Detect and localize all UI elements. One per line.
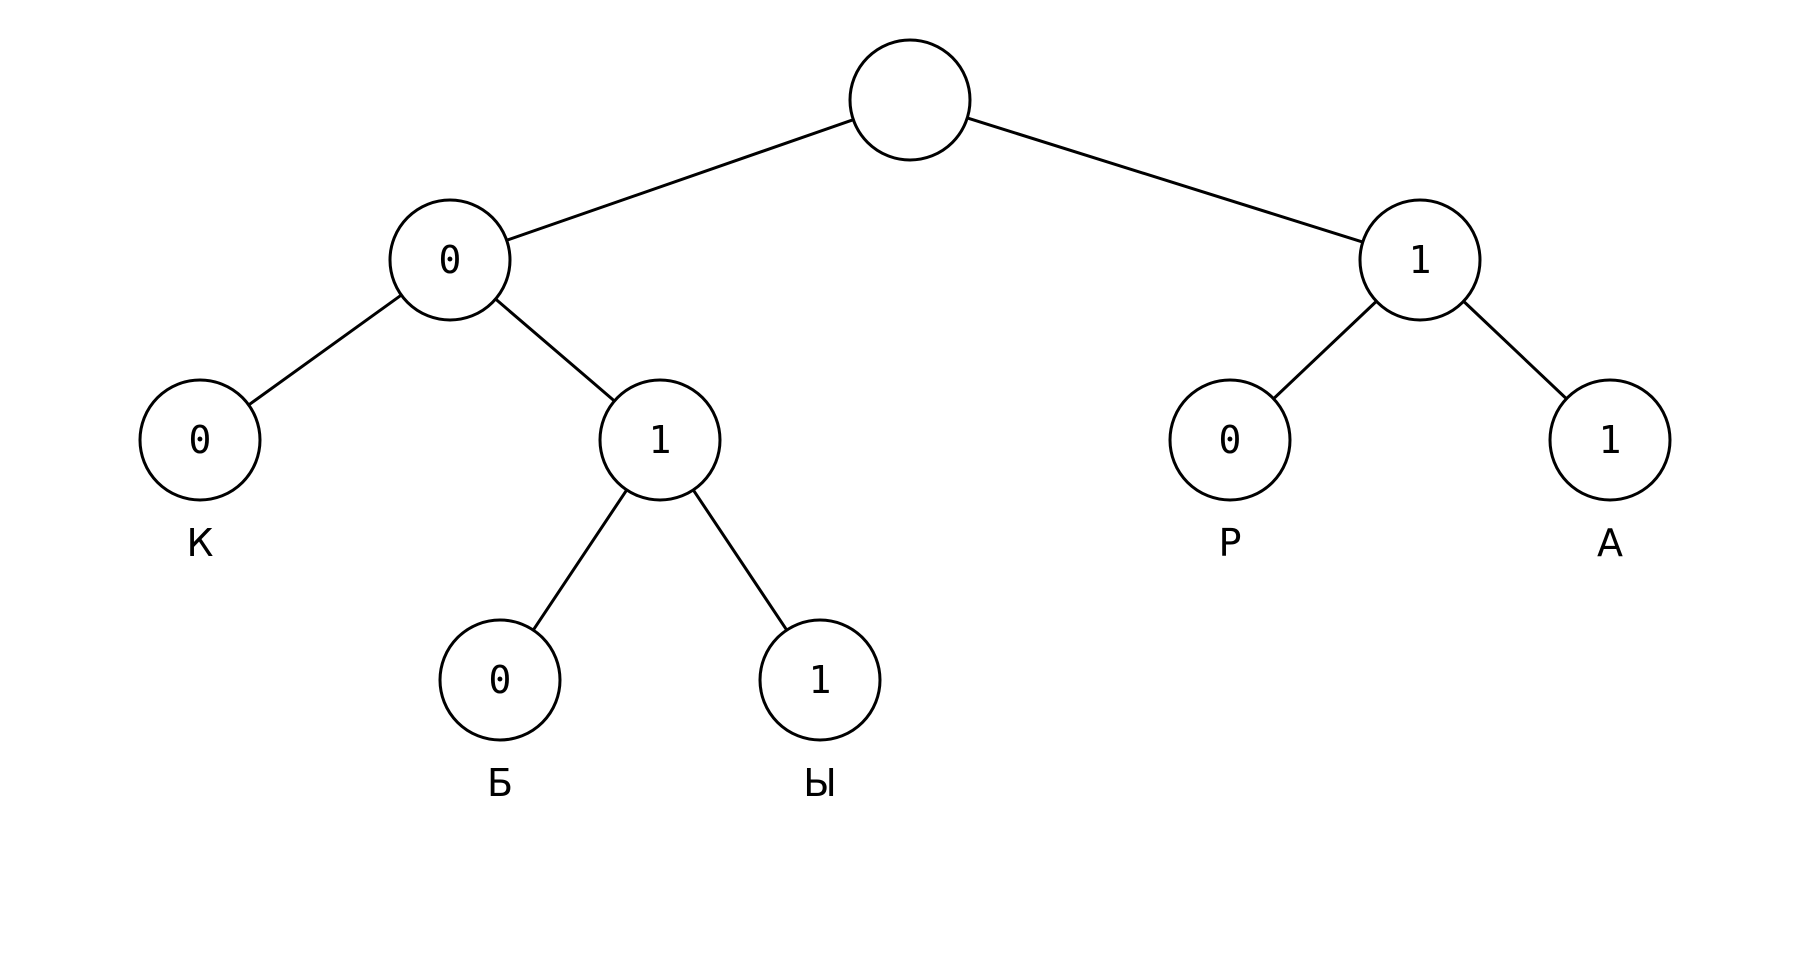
node-bit-label: 0 xyxy=(439,238,462,282)
tree-edge xyxy=(1464,301,1567,398)
node-circle xyxy=(850,40,970,160)
leaf-letter-label: Р xyxy=(1219,521,1242,565)
leaf-letter-label: А xyxy=(1597,521,1623,565)
tree-node: 0К xyxy=(140,380,260,565)
tree-edge xyxy=(507,120,854,241)
tree-node: 0Р xyxy=(1170,380,1290,565)
leaf-letter-label: К xyxy=(187,521,214,565)
tree-node: 1А xyxy=(1550,380,1670,565)
leaf-letter-label: Б xyxy=(487,761,513,805)
node-bit-label: 1 xyxy=(809,658,832,702)
tree-node: 1 xyxy=(1360,200,1480,320)
node-bit-label: 1 xyxy=(649,418,672,462)
leaf-letter-label: Ы xyxy=(803,761,837,805)
tree-node: 1Ы xyxy=(760,620,880,805)
tree-edge xyxy=(533,490,626,630)
tree-edge xyxy=(249,295,402,405)
huffman-tree-diagram: 010К10Р1А0Б1Ы xyxy=(0,0,1820,954)
node-bit-label: 0 xyxy=(1219,418,1242,462)
tree-node: 1 xyxy=(600,380,720,500)
tree-edge xyxy=(693,490,786,630)
nodes-group: 010К10Р1А0Б1Ы xyxy=(140,40,1670,805)
tree-node xyxy=(850,40,970,160)
tree-node: 0 xyxy=(390,200,510,320)
tree-edge xyxy=(496,299,615,401)
tree-node: 0Б xyxy=(440,620,560,805)
node-bit-label: 0 xyxy=(489,658,512,702)
tree-edge xyxy=(1274,301,1377,398)
node-bit-label: 1 xyxy=(1409,238,1432,282)
node-bit-label: 0 xyxy=(189,418,212,462)
tree-edge xyxy=(967,118,1363,242)
node-bit-label: 1 xyxy=(1599,418,1622,462)
edges-group xyxy=(249,118,1567,630)
